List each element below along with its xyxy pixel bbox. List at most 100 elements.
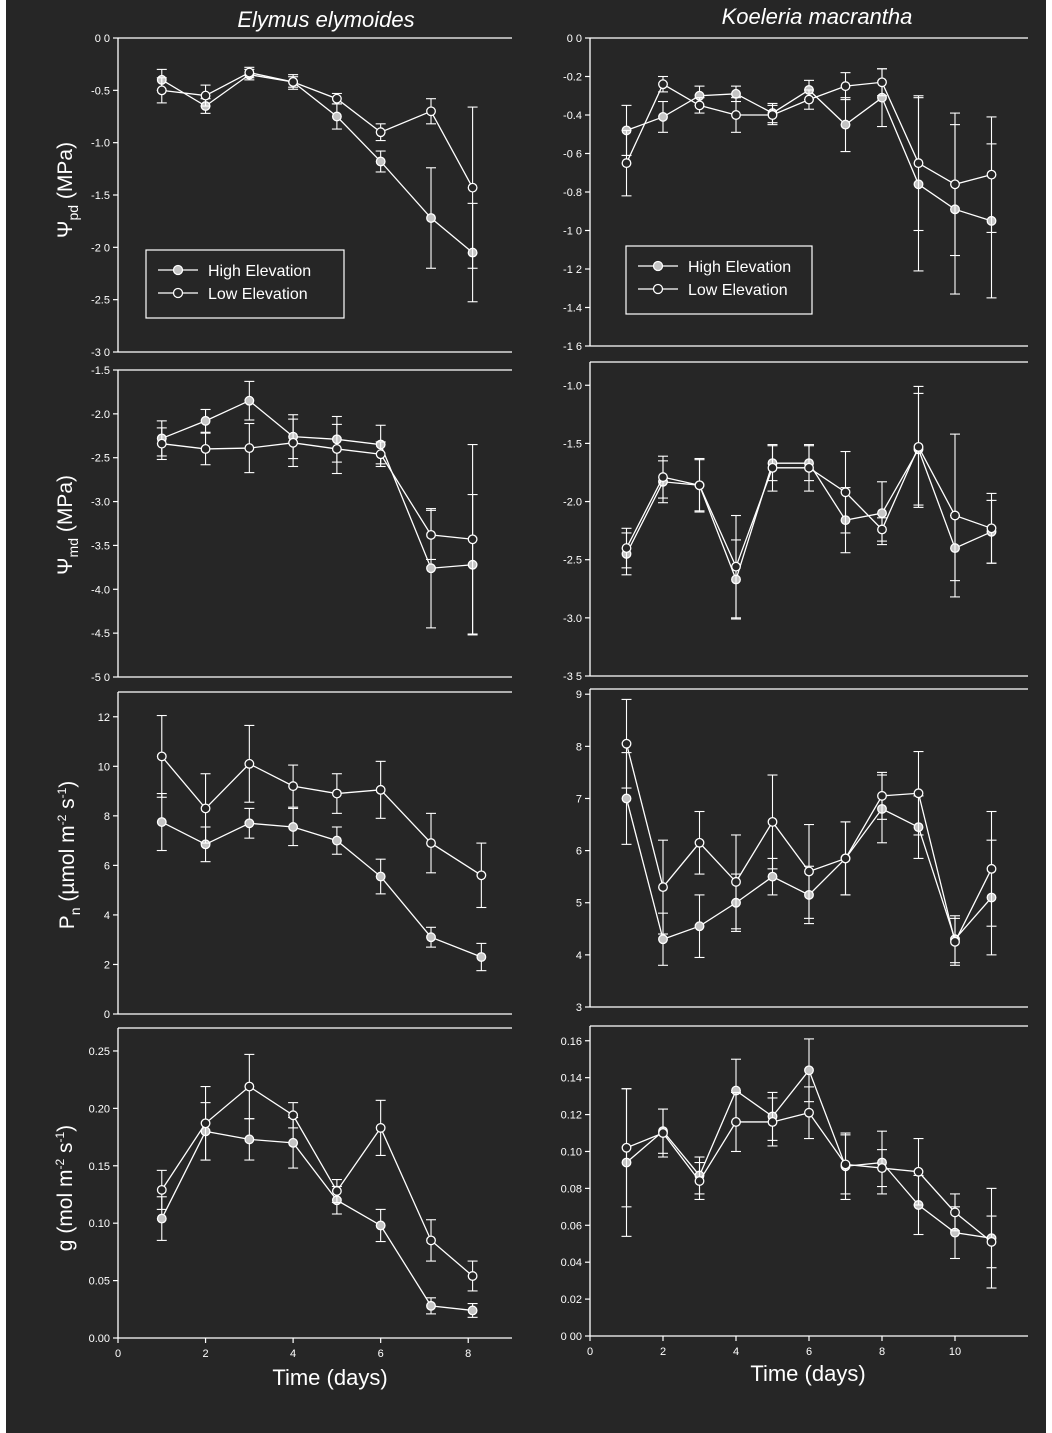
data-point-low bbox=[288, 781, 299, 792]
data-point-low bbox=[804, 1107, 814, 1118]
data-point-low bbox=[200, 90, 211, 101]
y-tick-label: 9 bbox=[576, 689, 582, 701]
panel-km-pn: 3 4 5 6 7 8 9 bbox=[576, 688, 1028, 1014]
series-line-low bbox=[161, 1085, 474, 1277]
y-tick-label: -0.2 bbox=[563, 72, 582, 84]
column-title-koeleria: Koeleria macrantha bbox=[722, 4, 913, 29]
data-point-low bbox=[950, 179, 960, 190]
data-point-low bbox=[804, 462, 814, 473]
legend-box bbox=[145, 249, 345, 319]
x-tick-label: 10 bbox=[949, 1346, 961, 1358]
y-tick-label: -3 0 bbox=[91, 347, 110, 359]
data-point-low bbox=[840, 853, 851, 864]
legend-box bbox=[625, 245, 813, 315]
y-tick-label: 6 bbox=[104, 860, 110, 872]
data-point-low bbox=[694, 1176, 705, 1186]
panel-ee-g: 0.00 0.05 0.10 0.15 0.20 0.25 0 2 4 6 8 bbox=[89, 1027, 512, 1360]
data-point-high bbox=[156, 817, 167, 827]
data-point-low bbox=[658, 1128, 668, 1138]
data-point-high bbox=[426, 1300, 436, 1311]
data-point-low bbox=[767, 462, 778, 473]
data-point-high bbox=[156, 1213, 167, 1224]
y-tick-label: -0.5 bbox=[91, 85, 110, 97]
x-tick-label: 4 bbox=[290, 1348, 296, 1360]
data-point-low bbox=[767, 816, 778, 827]
y-tick-label: -1.4 bbox=[563, 303, 582, 315]
data-point-low bbox=[200, 1118, 211, 1129]
y-tick-label: -1 2 bbox=[563, 264, 582, 276]
y-tick-label: 0.12 bbox=[561, 1110, 582, 1122]
y-tick-label: -2.5 bbox=[563, 555, 582, 567]
data-point-low bbox=[731, 561, 741, 572]
data-point-low bbox=[767, 1117, 778, 1127]
data-point-high bbox=[426, 213, 436, 223]
data-point-high bbox=[331, 111, 342, 122]
data-point-low bbox=[950, 936, 960, 947]
legend-marker-low bbox=[172, 287, 184, 299]
data-point-high bbox=[840, 119, 851, 130]
data-point-low bbox=[913, 158, 924, 169]
series-line-low bbox=[161, 755, 482, 876]
x-tick-label: 2 bbox=[202, 1348, 208, 1360]
legend-marker-high bbox=[652, 260, 664, 272]
y-tick-label: 12 bbox=[98, 712, 110, 724]
y-tick-label: -3.0 bbox=[91, 497, 110, 509]
data-point-low bbox=[200, 443, 211, 454]
data-point-low bbox=[331, 788, 342, 799]
data-point-low bbox=[288, 77, 299, 87]
data-point-low bbox=[840, 1159, 851, 1170]
y-tick-label: -1.0 bbox=[91, 138, 110, 150]
data-point-low bbox=[375, 127, 386, 138]
y-tick-label: 4 bbox=[576, 950, 582, 962]
data-point-low bbox=[331, 93, 342, 104]
data-point-low bbox=[621, 738, 632, 749]
y-tick-label: 0.05 bbox=[89, 1276, 110, 1288]
y-tick-label: -0 6 bbox=[563, 149, 582, 161]
y-tick-label: -2.5 bbox=[91, 295, 110, 307]
x-tick-label: 6 bbox=[378, 1348, 384, 1360]
data-point-low bbox=[426, 1235, 436, 1246]
data-point-low bbox=[840, 487, 851, 498]
data-point-low bbox=[467, 534, 478, 545]
y-tick-label: 0 bbox=[104, 1009, 110, 1021]
data-point-low bbox=[426, 106, 436, 117]
x-tick-label: 4 bbox=[733, 1346, 739, 1358]
y-tick-label: 0.02 bbox=[561, 1294, 582, 1306]
data-point-low bbox=[288, 437, 299, 448]
data-point-high bbox=[658, 934, 668, 945]
data-point-low bbox=[913, 1166, 924, 1177]
data-point-low bbox=[694, 100, 705, 111]
xlabel-left: Time (days) bbox=[272, 1365, 387, 1390]
series-line-low bbox=[161, 71, 474, 188]
data-point-low bbox=[467, 1271, 478, 1281]
y-tick-label: 0.25 bbox=[89, 1046, 110, 1058]
y-tick-label: -2.5 bbox=[91, 453, 110, 465]
y-tick-label: 0 0 bbox=[567, 33, 582, 45]
x-tick-label: 0 bbox=[115, 1348, 121, 1360]
data-point-high bbox=[288, 1137, 299, 1148]
y-tick-label: -1.5 bbox=[91, 190, 110, 202]
panel-km-psi-md: -1.0 -1.5 -2.0 -2.5 -3.0 -3 5 bbox=[563, 361, 1028, 683]
data-point-high bbox=[877, 508, 887, 519]
data-point-low bbox=[331, 1186, 342, 1196]
panel-ee-psi-md: -1.5 -2.0 -2.5 -3.0 -3.5 -4.0 -4.5 -5 0 bbox=[91, 365, 512, 684]
y-tick-label: -1 0 bbox=[563, 226, 582, 238]
column-title-elymus: Elymus elymoides bbox=[237, 7, 414, 32]
legend-label-low: Low Elevation bbox=[688, 282, 788, 299]
y-tick-label: -3 5 bbox=[563, 671, 582, 683]
data-point-low bbox=[804, 866, 814, 877]
y-tick-label: -1.5 bbox=[563, 438, 582, 450]
series-line-high bbox=[161, 821, 482, 958]
y-tick-label: 0.10 bbox=[561, 1146, 582, 1158]
data-point-high bbox=[621, 793, 632, 804]
y-tick-label: -4.5 bbox=[91, 628, 110, 640]
x-tick-label: 8 bbox=[465, 1348, 471, 1360]
y-tick-label: 0.14 bbox=[561, 1073, 582, 1085]
data-point-low bbox=[658, 472, 668, 483]
ylabel-psi-pd: Ψpd (MPa) bbox=[54, 142, 81, 238]
y-tick-label: -2 0 bbox=[91, 242, 110, 254]
data-point-low bbox=[426, 529, 436, 540]
data-point-low bbox=[375, 449, 386, 460]
data-point-low bbox=[913, 788, 924, 799]
data-point-low bbox=[658, 882, 668, 893]
